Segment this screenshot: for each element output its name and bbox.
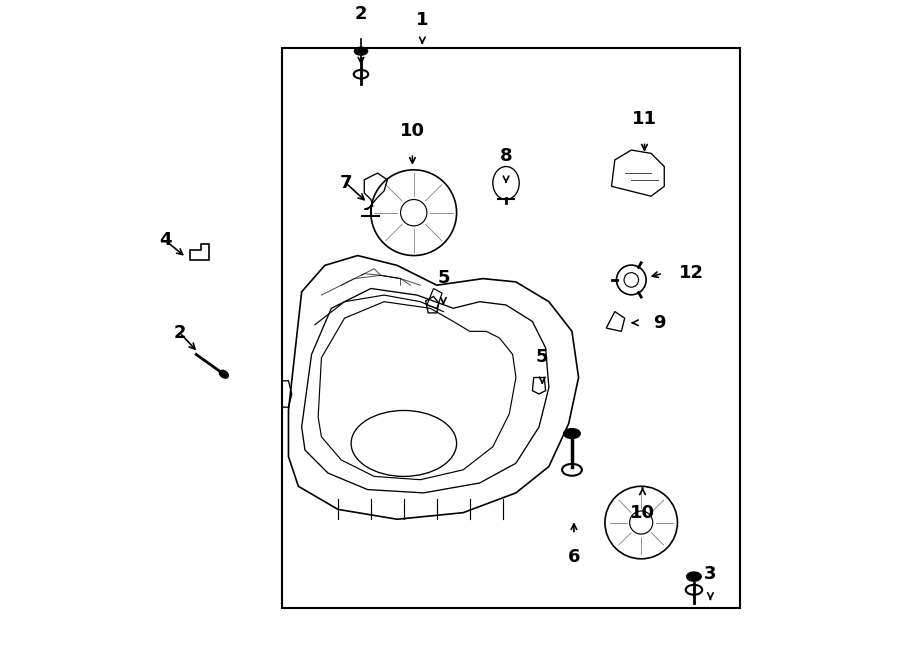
Text: 10: 10 [630,504,655,522]
Text: 8: 8 [500,147,512,165]
Ellipse shape [687,572,701,581]
Text: 5: 5 [437,268,450,286]
Ellipse shape [355,47,367,55]
Ellipse shape [220,370,229,378]
Text: 3: 3 [704,565,716,583]
Text: 2: 2 [174,324,186,342]
Text: 4: 4 [159,231,171,249]
Text: 6: 6 [568,547,580,566]
Text: 10: 10 [400,122,425,140]
Bar [282,48,740,608]
Text: 9: 9 [653,314,666,332]
Text: 7: 7 [339,174,352,192]
Text: 5: 5 [536,348,549,366]
Text: 1: 1 [416,11,428,29]
Text: 11: 11 [632,110,657,128]
Text: 12: 12 [680,264,705,282]
Ellipse shape [563,428,580,438]
Text: 2: 2 [355,5,367,23]
